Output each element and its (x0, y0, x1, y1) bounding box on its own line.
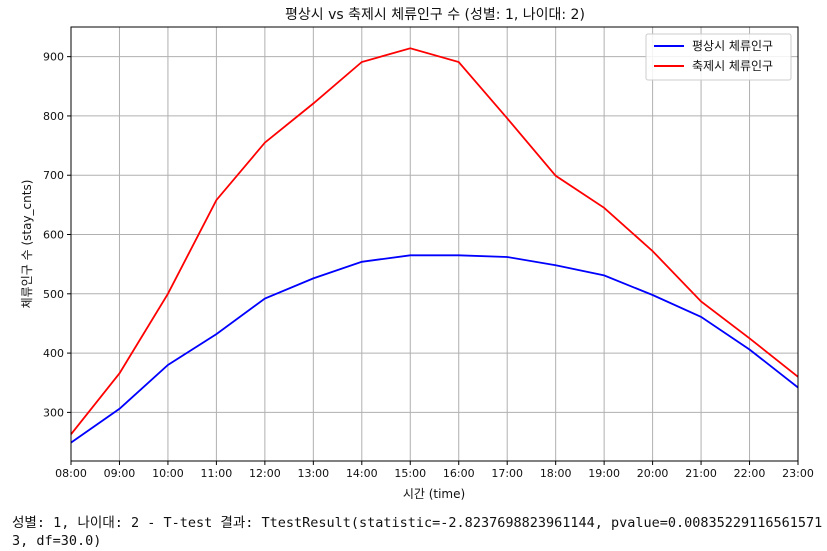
festival-series-line (70, 47, 799, 435)
y-axis-label: 체류인구 수 (stay_cnts) (20, 180, 34, 309)
y-tick-label: 800 (43, 110, 64, 123)
grid (70, 27, 799, 461)
x-tick-label: 20:00 (637, 467, 669, 480)
x-tick-label: 14:00 (346, 467, 378, 480)
x-tick-label: 17:00 (491, 467, 523, 480)
y-tick-label: 400 (43, 347, 64, 360)
x-tick-label: 09:00 (104, 467, 136, 480)
series-group (70, 47, 799, 444)
y-tick-label: 500 (43, 288, 64, 301)
x-axis-label: 시간 (time) (403, 487, 465, 501)
legend-label-festival: 축제시 체류인구 (692, 59, 773, 73)
line-chart: 평상시 vs 축제시 체류인구 수 (성별: 1, 나이대: 2) 08:00 0… (20, 7, 814, 501)
x-tick-label: 21:00 (685, 467, 717, 480)
ttest-result-text: 성별: 1, 나이대: 2 - T-test 결과: TtestResult(s… (12, 515, 823, 549)
x-axis-ticks: 08:00 09:00 10:00 11:00 12:00 13:00 14:00 15:00… (55, 461, 814, 480)
y-tick-label: 300 (43, 406, 64, 419)
y-tick-label: 900 (43, 51, 64, 64)
x-tick-label: 10:00 (152, 467, 184, 480)
x-tick-label: 16:00 (443, 467, 475, 480)
x-tick-label: 11:00 (201, 467, 233, 480)
legend: 평상시 체류인구 축제시 체류인구 (645, 33, 792, 81)
normal-series-line (70, 254, 799, 444)
x-tick-label: 23:00 (782, 467, 814, 480)
y-tick-label: 700 (43, 169, 64, 182)
x-tick-label: 08:00 (55, 467, 87, 480)
y-tick-label: 600 (43, 229, 64, 242)
legend-label-normal: 평상시 체류인구 (692, 39, 773, 53)
x-tick-label: 13:00 (297, 467, 329, 480)
y-axis-ticks: 300 400 500 600 700 800 900 (43, 51, 71, 419)
chart-title: 평상시 vs 축제시 체류인구 수 (성별: 1, 나이대: 2) (285, 7, 585, 23)
plot-frame (70, 26, 799, 462)
x-tick-label: 18:00 (540, 467, 572, 480)
x-tick-label: 19:00 (588, 467, 620, 480)
x-tick-label: 12:00 (249, 467, 281, 480)
x-tick-label: 22:00 (734, 467, 766, 480)
x-tick-label: 15:00 (394, 467, 426, 480)
